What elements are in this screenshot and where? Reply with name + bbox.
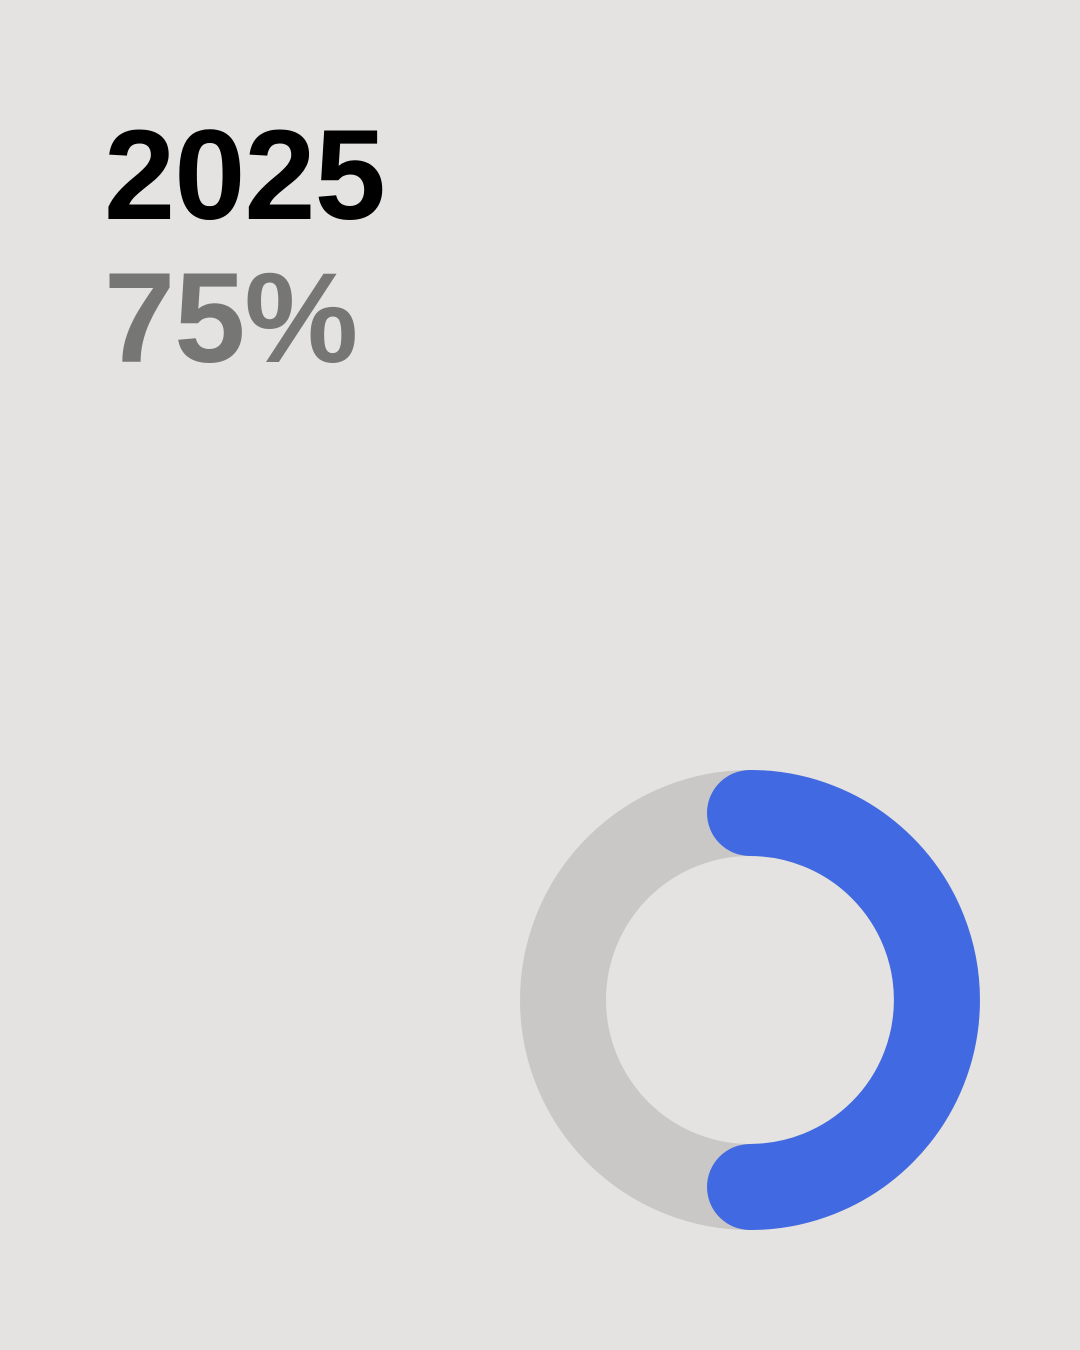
percent-value: 75% <box>104 247 358 390</box>
donut-chart <box>520 770 980 1230</box>
chart-title: 2025 <box>104 104 386 247</box>
donut-progress-arc <box>707 770 980 1230</box>
